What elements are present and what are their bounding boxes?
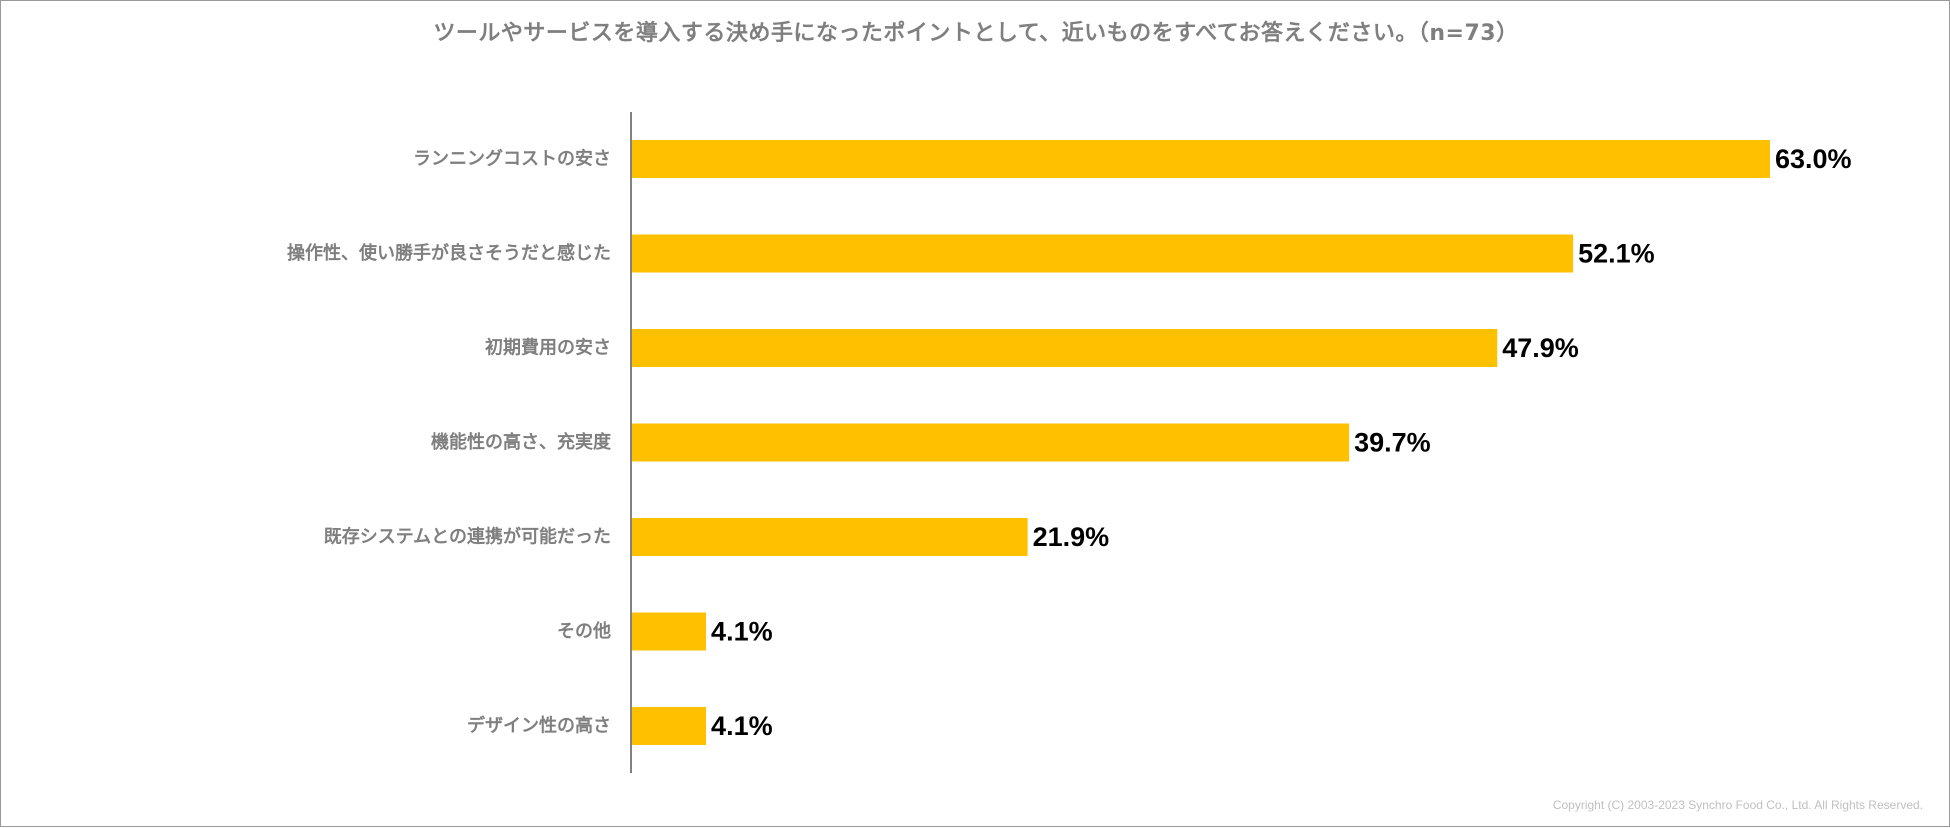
category-label: 操作性、使い勝手が良さそうだと感じた bbox=[287, 242, 611, 264]
category-label: デザイン性の高さ bbox=[467, 715, 611, 737]
category-labels-group: ランニングコストの安さ操作性、使い勝手が良さそうだと感じた初期費用の安さ機能性の… bbox=[287, 148, 612, 737]
value-label: 39.7% bbox=[1354, 428, 1431, 458]
category-label: 初期費用の安さ bbox=[485, 337, 611, 359]
bar bbox=[632, 329, 1498, 367]
chart-title: ツールやサービスを導入する決め手になったポイントとして、近いものをすべてお答えく… bbox=[433, 21, 1519, 46]
value-label: 63.0% bbox=[1775, 144, 1852, 174]
value-label: 21.9% bbox=[1033, 522, 1110, 552]
bar bbox=[632, 234, 1574, 273]
value-label: 52.1% bbox=[1578, 239, 1655, 269]
value-label: 4.1% bbox=[711, 617, 773, 647]
bar bbox=[632, 518, 1028, 556]
bar bbox=[632, 612, 707, 651]
bar bbox=[632, 423, 1350, 462]
category-label: 機能性の高さ、充実度 bbox=[431, 431, 612, 453]
category-label: 既存システムとの連携が可能だった bbox=[324, 526, 611, 548]
copyright-text: Copyright (C) 2003-2023 Synchro Food Co.… bbox=[1552, 798, 1923, 812]
bar bbox=[632, 707, 707, 745]
category-label: ランニングコストの安さ bbox=[413, 148, 611, 170]
value-labels-group: 63.0% 52.1% 47.9% 39.7% 21.9% 4.1% 4.1% bbox=[711, 144, 1852, 741]
value-label: 47.9% bbox=[1502, 333, 1579, 363]
bars-group bbox=[632, 140, 1770, 745]
bar bbox=[632, 140, 1770, 178]
category-label: その他 bbox=[557, 620, 611, 642]
value-label: 4.1% bbox=[711, 711, 773, 741]
